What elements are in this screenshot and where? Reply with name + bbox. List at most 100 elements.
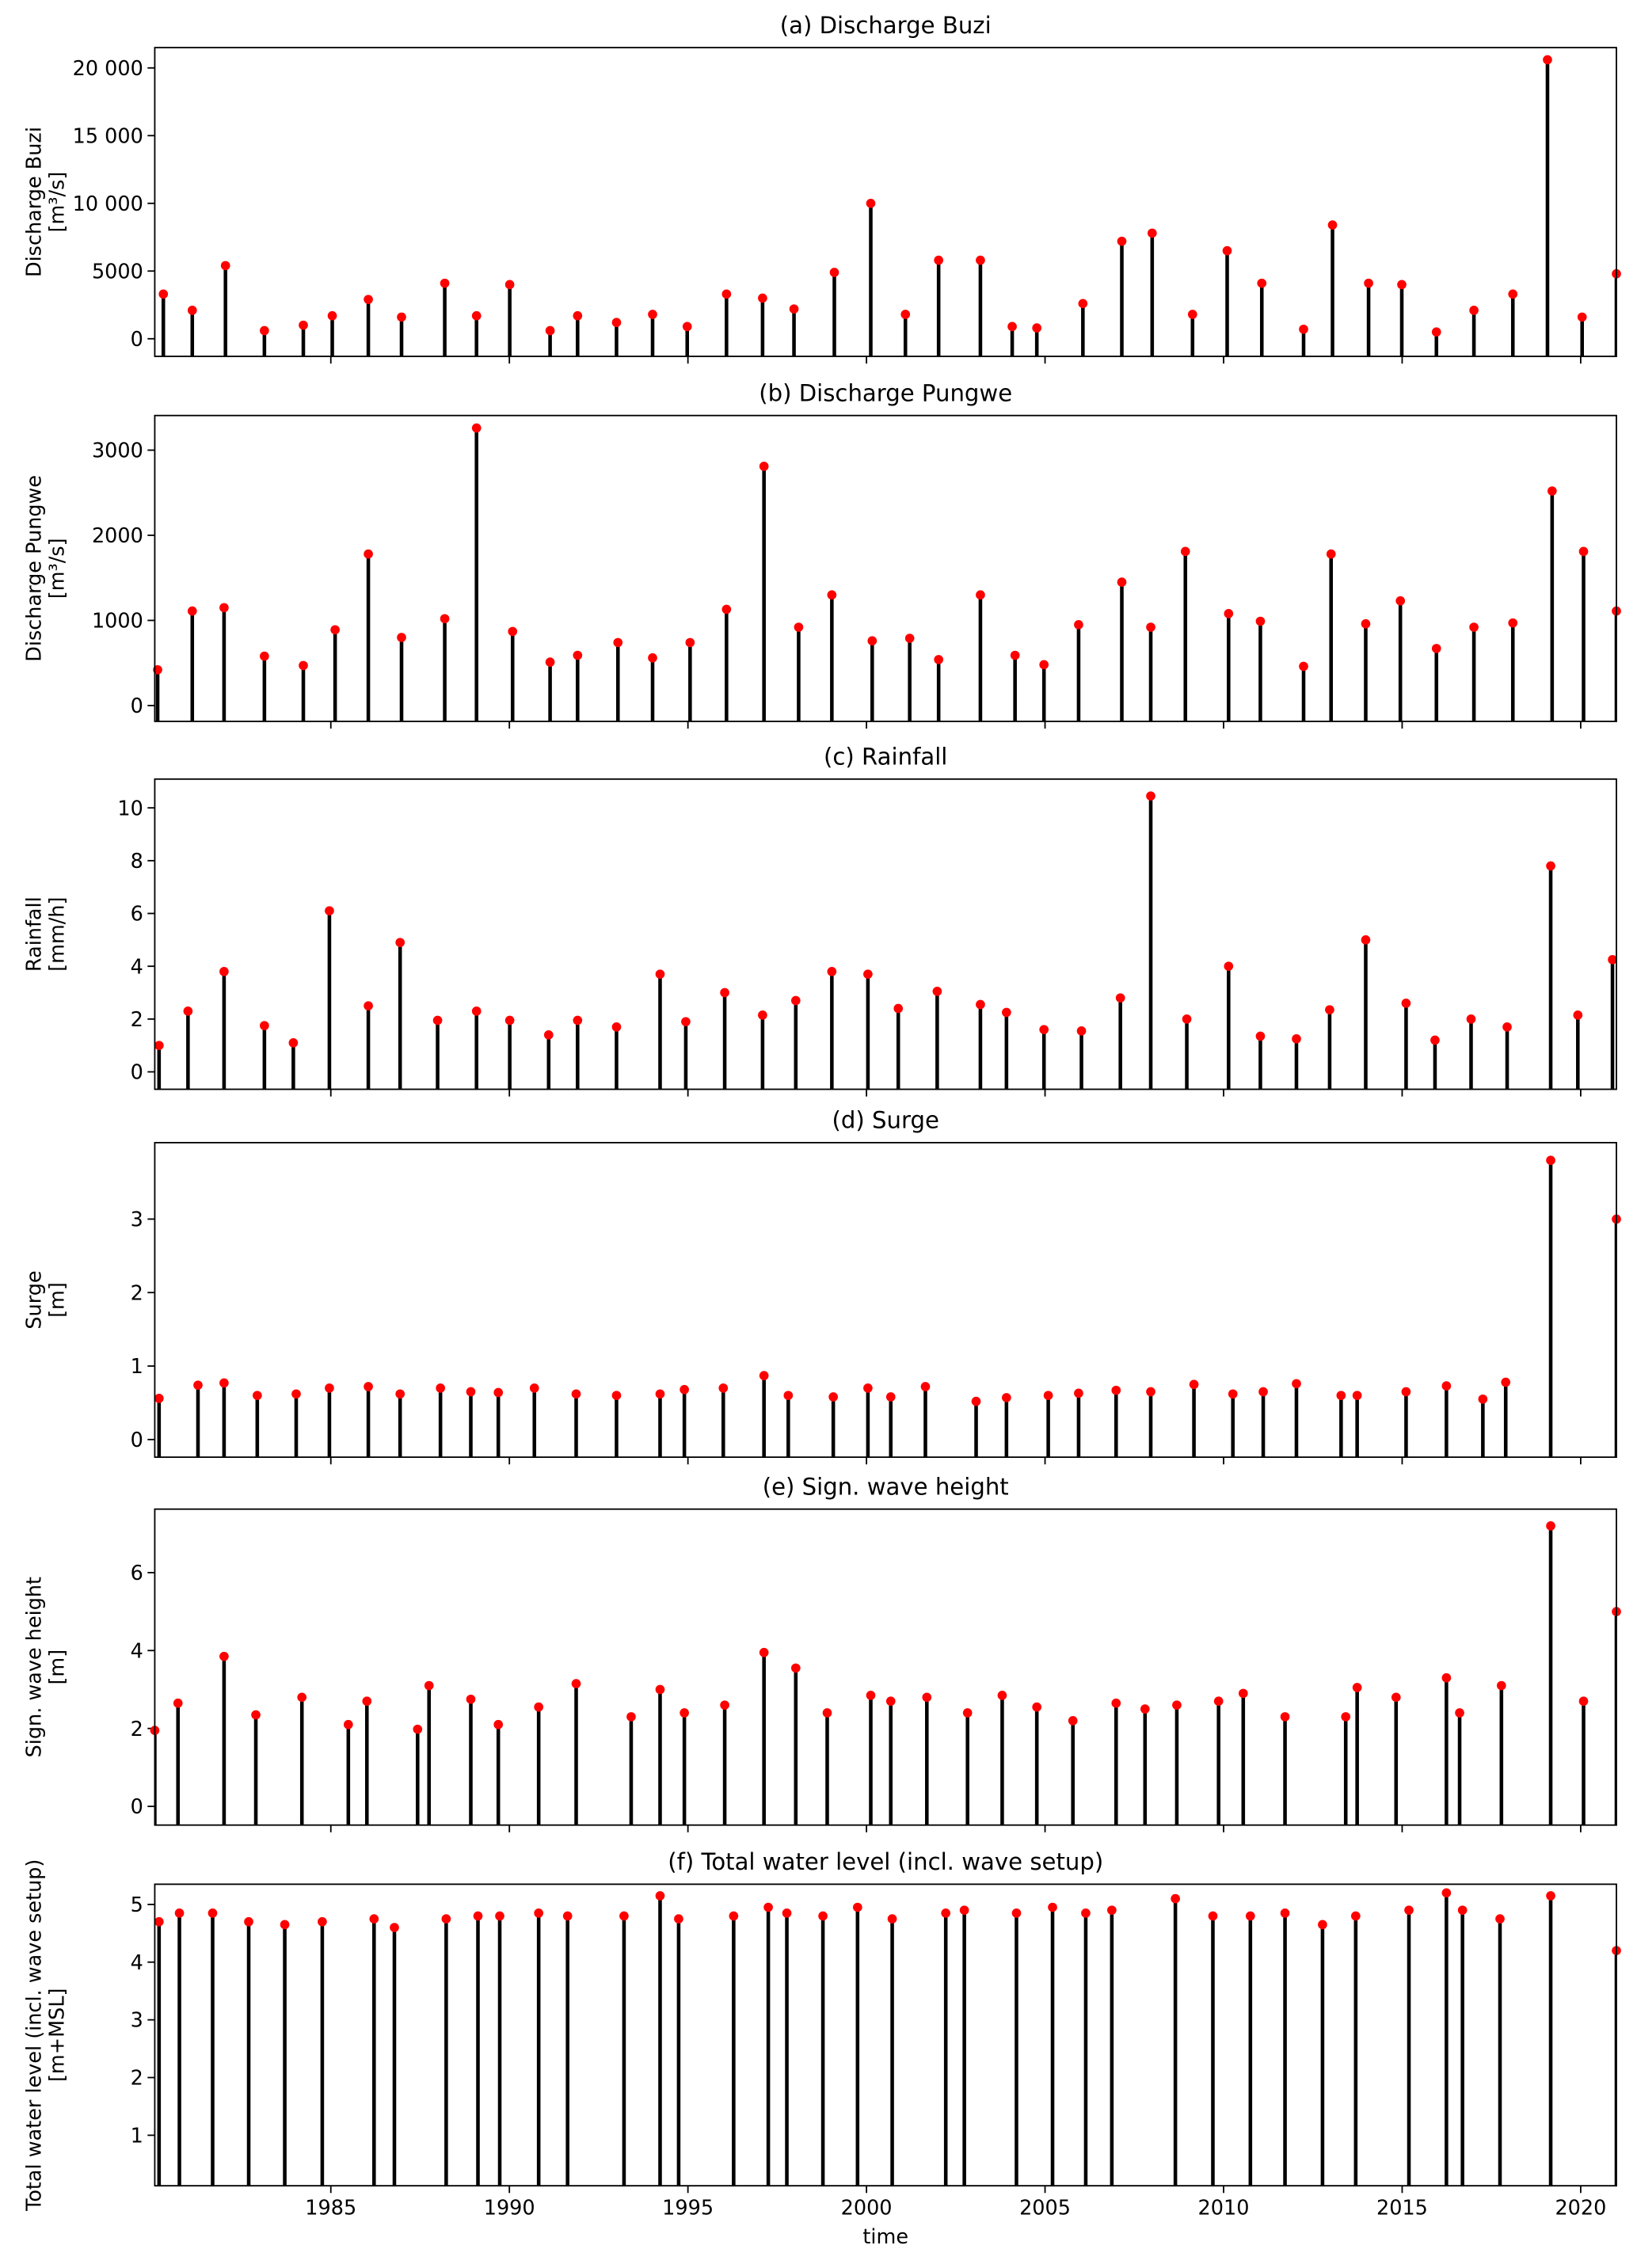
annual-maximum [759, 1647, 769, 1657]
annual-maximum [1299, 661, 1308, 672]
annual-maximum [852, 1902, 862, 1912]
annual-maximum [1292, 1034, 1301, 1044]
y-tick-label: 5000 [92, 260, 143, 284]
y-axis-label-line: [m] [46, 1650, 70, 1685]
annual-maximum [1508, 289, 1518, 299]
annual-maximum [1258, 1387, 1268, 1397]
annual-maximum [424, 1680, 434, 1691]
annual-maximum [441, 1914, 451, 1924]
annual-maximum [655, 1684, 665, 1695]
annual-maximum [173, 1698, 183, 1708]
annual-maximum [534, 1908, 543, 1918]
annual-maximum [1495, 1914, 1505, 1924]
annual-maximum [655, 1891, 665, 1901]
annual-maximum [920, 1382, 931, 1391]
annual-maximum [1081, 1908, 1091, 1918]
annual-maximum [759, 462, 769, 471]
annual-maximum [432, 1015, 443, 1026]
annual-maximum [828, 1392, 838, 1402]
annual-maximum [1117, 236, 1127, 246]
annual-maximum [1395, 596, 1406, 606]
annual-maximum [260, 325, 269, 336]
annual-maximum [619, 1911, 629, 1921]
annual-maximum [1401, 1387, 1411, 1397]
annual-maximum [571, 1679, 581, 1688]
plot-area [161, 59, 1617, 357]
annual-maximum [291, 1389, 301, 1399]
annual-maximum [297, 1692, 307, 1703]
annual-maximum [721, 604, 732, 615]
y-axis-label-line: Rainfall [23, 896, 47, 972]
annual-maximum [466, 1387, 476, 1397]
annual-maximum [260, 651, 269, 661]
annual-maximum [1469, 622, 1479, 632]
annual-maximum [971, 1396, 981, 1406]
annual-maximum [1107, 1905, 1117, 1916]
y-tick-label: 0 [131, 1429, 143, 1452]
y-tick-label: 10 [117, 797, 143, 820]
annual-maximum [758, 293, 767, 303]
annual-maximum [648, 310, 657, 319]
x-tick-label: 2000 [841, 2197, 893, 2220]
y-axis-label-line: Total water level (incl. wave setup) [23, 1859, 47, 2212]
annual-maximum [1111, 1698, 1121, 1708]
annual-maximum [1068, 1716, 1078, 1726]
annual-maximum [220, 261, 230, 271]
plot-area [155, 428, 1617, 721]
annual-maximum [413, 1724, 423, 1734]
annual-maximum [1577, 312, 1587, 322]
annual-maximum [364, 1382, 373, 1391]
annual-maximum [325, 906, 334, 915]
annual-maximum [493, 1387, 504, 1398]
annual-maximum [219, 1378, 229, 1388]
y-tick-label: 0 [131, 1795, 143, 1819]
y-axis-label-line: Sign. wave height [23, 1577, 47, 1757]
y-tick-label: 2 [131, 2067, 143, 2091]
annual-maximum [1341, 1712, 1351, 1722]
annual-maximum [343, 1719, 353, 1730]
annual-maximum [611, 1391, 622, 1400]
annual-maximum [1117, 577, 1127, 587]
annual-maximum [187, 306, 197, 315]
y-axis-label: Total water level (incl. wave setup)[m+M… [23, 1859, 70, 2212]
annual-maximum [720, 1700, 729, 1710]
annual-maximum [721, 289, 732, 299]
x-tick-label: 1985 [305, 2197, 356, 2220]
annual-maximum [260, 1021, 269, 1031]
annual-maximum [1404, 1905, 1414, 1916]
annual-maximum [1078, 299, 1088, 309]
annual-maximum [187, 606, 197, 616]
annual-maximum [1002, 1393, 1011, 1402]
annual-maximum [251, 1710, 261, 1720]
plot-area [157, 1893, 1617, 2186]
annual-maximum [154, 1394, 164, 1403]
annual-maximum [1466, 1014, 1476, 1024]
annual-maximum [900, 310, 911, 319]
annual-maximum [395, 938, 405, 948]
annual-maximum [1187, 310, 1197, 319]
annual-maximum [466, 1694, 476, 1704]
annual-maximum [1032, 1702, 1042, 1712]
annual-maximum [504, 1015, 515, 1026]
y-tick-label: 2000 [92, 524, 143, 548]
y-tick-label: 2 [131, 1718, 143, 1741]
annual-maximum [219, 1651, 229, 1661]
annual-maximum [154, 1041, 164, 1051]
y-axis-label: Discharge Buzi[m³/s] [23, 127, 70, 277]
y-axis-label: Rainfall[mm/h] [23, 896, 70, 972]
annual-maximum [1578, 1696, 1589, 1707]
annual-maximum [219, 967, 229, 976]
annual-maximum [681, 1017, 691, 1027]
annual-maximum [1032, 323, 1042, 333]
annual-maximum [1002, 1007, 1011, 1018]
annual-maximum [1010, 650, 1020, 660]
annual-maximum [280, 1920, 290, 1930]
y-tick-label: 15 000 [73, 124, 143, 148]
y-axis-label-line: [m³/s] [46, 538, 70, 599]
annual-maximum [1189, 1379, 1199, 1390]
x-tick-label: 2015 [1376, 2197, 1428, 2220]
annual-maximum [613, 637, 623, 648]
annual-maximum [682, 322, 692, 332]
annual-maximum [288, 1038, 299, 1048]
annual-maximum [680, 1708, 689, 1718]
